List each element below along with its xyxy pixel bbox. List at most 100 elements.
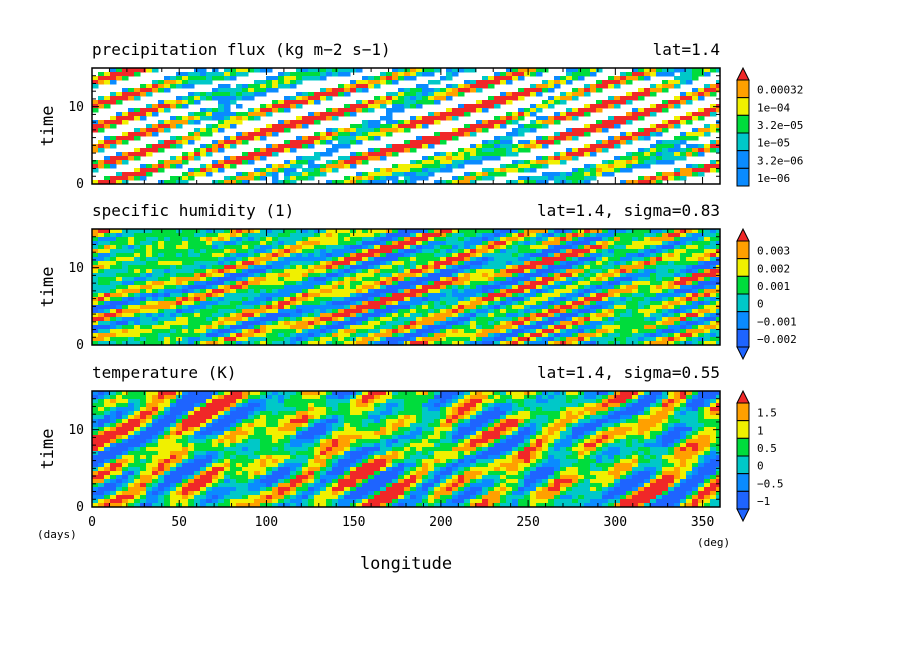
heatmap-cell bbox=[158, 257, 165, 262]
heatmap-cell bbox=[344, 333, 351, 338]
heatmap-cell bbox=[146, 108, 153, 113]
heatmap-cell bbox=[572, 325, 579, 330]
heatmap-cell bbox=[254, 68, 261, 73]
heatmap-cell bbox=[314, 285, 321, 290]
heatmap-cell bbox=[380, 128, 387, 133]
heatmap-cell bbox=[296, 325, 303, 330]
heatmap-cell bbox=[416, 84, 423, 89]
heatmap-cell bbox=[224, 68, 231, 73]
heatmap-cell bbox=[272, 164, 279, 169]
heatmap-cell bbox=[332, 144, 339, 149]
heatmap-cell bbox=[500, 277, 507, 282]
heatmap-cell bbox=[302, 68, 309, 73]
heatmap-cell bbox=[698, 112, 705, 117]
heatmap-cell bbox=[170, 164, 177, 169]
heatmap-cell bbox=[302, 140, 309, 145]
heatmap-cell bbox=[110, 313, 117, 318]
heatmap-cell bbox=[644, 313, 651, 318]
heatmap-cell bbox=[158, 128, 165, 133]
heatmap-cell bbox=[332, 337, 339, 342]
heatmap-cell bbox=[434, 132, 441, 137]
heatmap-cell bbox=[704, 241, 711, 246]
heatmap-cell bbox=[686, 237, 693, 242]
heatmap-cell bbox=[710, 301, 717, 306]
heatmap-cell bbox=[128, 261, 135, 266]
heatmap-cell bbox=[476, 321, 483, 326]
heatmap-cell bbox=[710, 261, 717, 266]
heatmap-cell bbox=[716, 84, 720, 89]
heatmap-cell bbox=[446, 297, 453, 302]
heatmap-cell bbox=[182, 172, 189, 177]
heatmap-cell bbox=[674, 241, 681, 246]
heatmap-cell bbox=[602, 128, 609, 133]
heatmap-cell bbox=[440, 140, 447, 145]
heatmap-cell bbox=[116, 289, 123, 294]
heatmap-cell bbox=[716, 317, 720, 322]
heatmap-cell bbox=[188, 96, 195, 101]
heatmap-cell bbox=[200, 285, 207, 290]
heatmap-cell bbox=[392, 261, 399, 266]
heatmap-cell bbox=[392, 237, 399, 242]
heatmap-cell bbox=[218, 100, 225, 105]
heatmap-cell bbox=[224, 176, 231, 181]
heatmap-cell bbox=[164, 233, 171, 238]
heatmap-cell bbox=[332, 233, 339, 238]
heatmap-cell bbox=[578, 249, 585, 254]
heatmap-cell bbox=[398, 124, 405, 129]
heatmap-cell bbox=[560, 265, 567, 270]
heatmap-cell bbox=[482, 108, 489, 113]
heatmap-cell bbox=[248, 249, 255, 254]
heatmap-cell bbox=[326, 128, 333, 133]
heatmap-cell bbox=[626, 80, 633, 85]
heatmap-cell bbox=[548, 237, 555, 242]
heatmap-cell bbox=[110, 329, 117, 334]
heatmap-cell bbox=[290, 100, 297, 105]
heatmap-cell bbox=[428, 144, 435, 149]
heatmap-cell bbox=[386, 176, 393, 181]
heatmap-cell bbox=[416, 321, 423, 326]
heatmap-cell bbox=[362, 341, 369, 345]
heatmap-cell bbox=[512, 76, 519, 81]
heatmap-cell bbox=[446, 269, 453, 274]
heatmap-cell bbox=[290, 144, 297, 149]
heatmap-cell bbox=[602, 140, 609, 145]
heatmap-cell bbox=[212, 333, 219, 338]
heatmap-cell bbox=[218, 168, 225, 173]
heatmap-cell bbox=[716, 329, 720, 334]
heatmap-cell bbox=[320, 285, 327, 290]
heatmap-cell bbox=[344, 257, 351, 262]
heatmap-cell bbox=[326, 293, 333, 298]
heatmap-cell bbox=[248, 337, 255, 342]
heatmap-cell bbox=[368, 257, 375, 262]
heatmap-cell bbox=[632, 313, 639, 318]
heatmap-cell bbox=[278, 253, 285, 258]
heatmap-cell bbox=[584, 229, 591, 234]
heatmap-cell bbox=[506, 261, 513, 266]
heatmap-cell bbox=[632, 333, 639, 338]
heatmap-cell bbox=[182, 313, 189, 318]
heatmap-cell bbox=[500, 273, 507, 278]
heatmap-cell bbox=[662, 325, 669, 330]
heatmap-cell bbox=[644, 241, 651, 246]
heatmap-cell bbox=[236, 156, 243, 161]
heatmap-cell bbox=[140, 305, 147, 310]
heatmap-cell bbox=[404, 148, 411, 153]
heatmap-cell bbox=[710, 128, 717, 133]
heatmap-cell bbox=[626, 289, 633, 294]
heatmap-cell bbox=[560, 337, 567, 342]
heatmap-cell bbox=[434, 136, 441, 141]
heatmap-cell bbox=[344, 128, 351, 133]
heatmap-cell bbox=[644, 293, 651, 298]
heatmap-cell bbox=[578, 321, 585, 326]
heatmap-cell bbox=[464, 337, 471, 342]
heatmap-cell bbox=[548, 229, 555, 234]
heatmap-cell bbox=[680, 329, 687, 334]
heatmap-cell bbox=[704, 132, 711, 137]
heatmap-cell bbox=[458, 325, 465, 330]
heatmap-cell bbox=[512, 253, 519, 258]
heatmap-cell bbox=[662, 148, 669, 153]
heatmap-cell bbox=[560, 293, 567, 298]
heatmap-cell bbox=[182, 321, 189, 326]
heatmap-cell bbox=[662, 108, 669, 113]
heatmap-cell bbox=[332, 249, 339, 254]
